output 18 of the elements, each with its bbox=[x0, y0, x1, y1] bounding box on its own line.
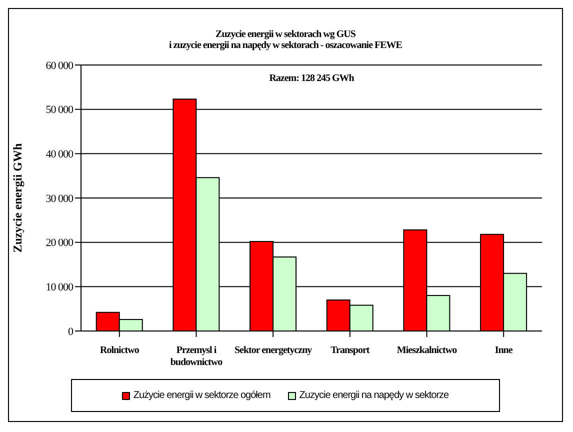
chart-title: Zuzycie energii w sektorach wg GUS i zuzycie energii na napędy w sektorach - oszacowanie FEWE bbox=[168, 29, 403, 51]
x-tick-label: Przemysl i budownictwo bbox=[170, 345, 223, 368]
y-tick-label: 10 000 bbox=[46, 282, 74, 294]
annotation: Razem: 128 245 GWh bbox=[269, 73, 355, 84]
y-tick-label: 20 000 bbox=[46, 237, 74, 250]
legend-label: Zużycie energii w sektorze ogółem bbox=[132, 390, 270, 401]
x-tick-label: Rolnictwo bbox=[100, 345, 140, 356]
legend-label: Zuzycie energii na napędy w sektorze bbox=[298, 390, 449, 401]
y-tick-label: 60 000 bbox=[46, 60, 74, 72]
y-tick-label: 0 bbox=[68, 326, 74, 338]
y-tick-label: 50 000 bbox=[46, 104, 74, 116]
x-tick-label: Mieszkalnictwo bbox=[396, 345, 458, 356]
y-tick-label: 40 000 bbox=[46, 148, 74, 161]
y-tick-label: 30 000 bbox=[46, 192, 74, 205]
x-tick-label: Transport bbox=[330, 345, 370, 356]
x-tick-label: Sektor energetyczny bbox=[234, 345, 312, 356]
x-tick-label: Inne bbox=[494, 345, 514, 356]
y-axis-title: Zuzycie energii GWh bbox=[10, 143, 24, 253]
